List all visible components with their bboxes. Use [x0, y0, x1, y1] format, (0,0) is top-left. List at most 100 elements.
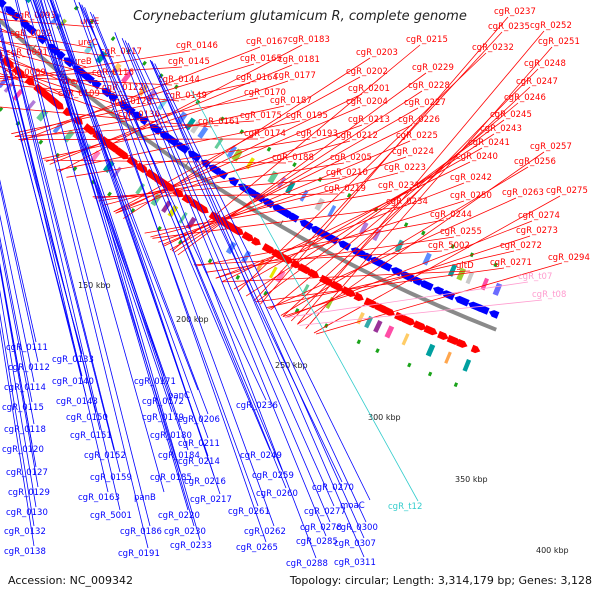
- gene-label-upper: cgR_0144: [158, 75, 200, 85]
- gene-label-upper: cgR_0174: [244, 129, 286, 139]
- upper-leader-line: [171, 44, 421, 252]
- upper-leader-line: [169, 107, 419, 251]
- gene-label-upper: cgR_0271: [490, 258, 532, 268]
- lower-leader-line: [84, 7, 275, 527]
- lower-leader-line: [114, 32, 317, 559]
- gene-label-upper: cgR_0256: [514, 157, 556, 167]
- upper-leader-line: [259, 16, 509, 305]
- gene-label-lower: cgR_0184: [158, 451, 200, 461]
- gene-label-upper: cgR_0164: [236, 73, 278, 83]
- upper-leader-line: [313, 195, 561, 334]
- feature-marker: [403, 222, 409, 228]
- map-title: Corynebacterium glutamicum R, complete g…: [133, 9, 467, 24]
- gene-label-lower: cgR_0236: [236, 401, 278, 411]
- upper-leader-line: [49, 64, 293, 165]
- gene-label-lower: cgR_0163: [78, 493, 120, 503]
- upper-leader-line: [20, 46, 261, 142]
- feature-marker: [38, 139, 44, 145]
- cog-tile-outer: [373, 320, 383, 333]
- forward-gene-arrow: [353, 292, 364, 302]
- lower-leader-line: [25, 0, 165, 493]
- gene-label-lower: cgR_0114: [4, 383, 46, 393]
- lower-leader-line: [151, 61, 367, 523]
- feature-marker: [453, 382, 459, 388]
- cog-tile-inner: [231, 148, 243, 162]
- upper-leader-line: [0, 41, 87, 68]
- gene-label-lower: cgR_0118: [4, 425, 46, 435]
- upper-leader-line: [245, 133, 495, 297]
- lower-leader-line: [0, 179, 37, 343]
- lower-leader-line: [40, 0, 195, 527]
- upper-leader-line: [158, 156, 407, 243]
- gene-label-lower: cgR_0186: [120, 527, 162, 537]
- feature-marker: [375, 348, 380, 354]
- lower-leader-line: [154, 63, 371, 501]
- upper-leader-line: [256, 267, 505, 303]
- gene-label-lower: cgR_0211: [178, 439, 220, 449]
- lower-leader-line: [50, 0, 209, 439]
- reverse-gene-arrow: [56, 51, 66, 60]
- genome-summary: Topology: circular; Length: 3,314,179 bp…: [289, 574, 592, 587]
- gene-label-lower: cgR_0278: [300, 523, 342, 533]
- cog-tile-outer: [401, 333, 410, 346]
- upper-leader-line: [58, 44, 303, 172]
- upper-leader-line: [113, 106, 361, 213]
- feature-marker: [126, 48, 131, 54]
- cog-tile-outer: [150, 193, 162, 207]
- feature-marker: [263, 290, 268, 296]
- reverse-gene-arrow: [419, 280, 434, 291]
- forward-gene-arrow: [261, 243, 276, 254]
- gene-label-upper: cgR_0240: [456, 152, 498, 162]
- cog-tile-inner: [422, 252, 432, 266]
- upper-leader-line: [0, 19, 95, 28]
- gene-label-lower: cgR_0277: [304, 507, 346, 517]
- gene-label-lower: cgR_0217: [190, 495, 232, 505]
- upper-leader-line: [215, 182, 465, 279]
- lower-leader-line: [0, 27, 101, 431]
- gene-label-upper: cgR_0136: [118, 110, 160, 120]
- upper-leader-line: [0, 66, 183, 79]
- lower-leader-line: [0, 185, 39, 363]
- gene-label-upper: cgR_0202: [346, 67, 388, 77]
- reverse-gene-arrow: [390, 267, 403, 277]
- scale-tick-label: 150 kbp: [78, 281, 111, 290]
- gene-label-lower: cgR_0191: [118, 549, 160, 559]
- lower-leader-line: [127, 42, 335, 507]
- cog-tile-inner: [299, 189, 309, 202]
- forward-gene-arrow: [135, 162, 148, 173]
- gene-label-upper: cgR_0175: [240, 111, 282, 121]
- upper-leader-line: [282, 86, 531, 317]
- gene-label-upper: cgR_0241: [468, 138, 510, 148]
- lower-leader-line: [1, 0, 121, 473]
- reverse-gene-arrow: [411, 276, 423, 286]
- cog-tile-inner: [447, 263, 458, 277]
- lower-leader-line: [0, 262, 37, 468]
- cog-tile-outer: [444, 351, 452, 364]
- forward-gene-arrow: [82, 123, 96, 135]
- upper-leader-line: [215, 200, 465, 279]
- gene-label-upper: cgR_0109: [58, 89, 100, 99]
- feature-marker: [107, 191, 112, 197]
- cog-tile-inner: [120, 71, 133, 84]
- gene-label-upper: cgR_0231: [378, 181, 420, 191]
- cog-tile-inner: [197, 126, 209, 139]
- upper-leader-line: [233, 147, 483, 290]
- upper-leader-line: [163, 124, 413, 247]
- forward-gene-arrow: [363, 297, 379, 309]
- lower-leader-line: [89, 11, 283, 471]
- gene-label-lower: cgR_0249: [240, 451, 282, 461]
- forward-gene-arrow: [437, 330, 449, 340]
- gene-label-upper: cgR_t08: [532, 290, 566, 300]
- reverse-gene-arrow: [433, 286, 444, 296]
- gene-label-upper: cgR_0146: [176, 41, 218, 51]
- gene-label-upper: cgR_0263: [502, 188, 544, 198]
- lower-leader-line: [0, 0, 121, 511]
- gene-label-lower: cgR_0270: [312, 483, 354, 493]
- scale-tick-label: 400 kbp: [536, 546, 569, 555]
- reverse-gene-arrow: [338, 240, 351, 251]
- lower-leader-line: [81, 4, 271, 451]
- gene-label-lower: cgR_0206: [178, 415, 220, 425]
- gene-label-upper: cgR_0274: [518, 211, 560, 221]
- lower-leader-line: [0, 236, 33, 403]
- forward-gene-arrow: [1, 55, 15, 68]
